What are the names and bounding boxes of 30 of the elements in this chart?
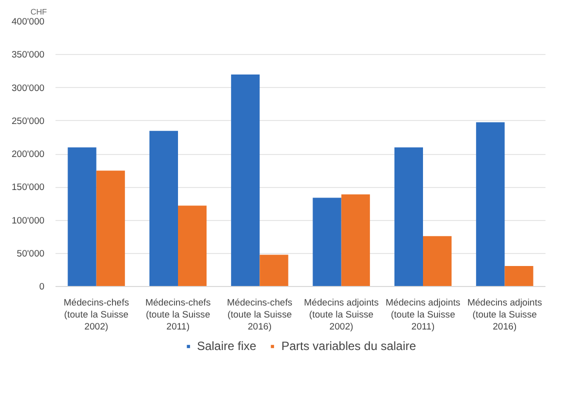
y-tick-label: 250'000 xyxy=(12,116,45,126)
x-tick-label: Médecins-chefs (toute la Suisse 2011) xyxy=(145,298,211,332)
x-tick-label: Médecins adjoints (toute la Suisse 2016) xyxy=(467,298,542,332)
x-tick-label: Médecins-chefs (toute la Suisse 2016) xyxy=(227,298,293,332)
bar xyxy=(504,266,534,286)
y-tick-label: 100'000 xyxy=(12,215,45,226)
legend-label: Parts variables du salaire xyxy=(281,339,416,353)
y-tick-label: 200'000 xyxy=(12,149,45,159)
bar xyxy=(149,130,178,286)
bar xyxy=(178,206,207,286)
bar xyxy=(476,122,505,286)
bar xyxy=(68,147,96,286)
x-tick-label: Médecins adjoints (toute la Suisse 2011) xyxy=(386,298,461,332)
bar xyxy=(260,254,288,286)
bar xyxy=(423,236,452,286)
y-tick-label: 400'000 xyxy=(12,16,45,26)
y-tick-label: 300'000 xyxy=(12,82,45,93)
y-tick-label: 0 xyxy=(39,282,45,292)
x-tick-label: Médecins-chefs (toute la Suisse 2002) xyxy=(64,298,130,332)
y-tick-label: 150'000 xyxy=(12,182,45,192)
y-tick-label: 50'000 xyxy=(16,248,45,258)
bar xyxy=(231,74,260,286)
bar xyxy=(96,170,125,286)
bar xyxy=(312,198,342,286)
y-axis-title: CHF xyxy=(30,8,48,16)
y-tick-label: 350'000 xyxy=(12,50,45,60)
bar xyxy=(394,147,423,286)
bar xyxy=(341,194,370,286)
legend-label: Salaire fixe xyxy=(196,339,256,353)
x-tick-label: Médecins adjoints (toute la Suisse 2002) xyxy=(304,298,379,332)
